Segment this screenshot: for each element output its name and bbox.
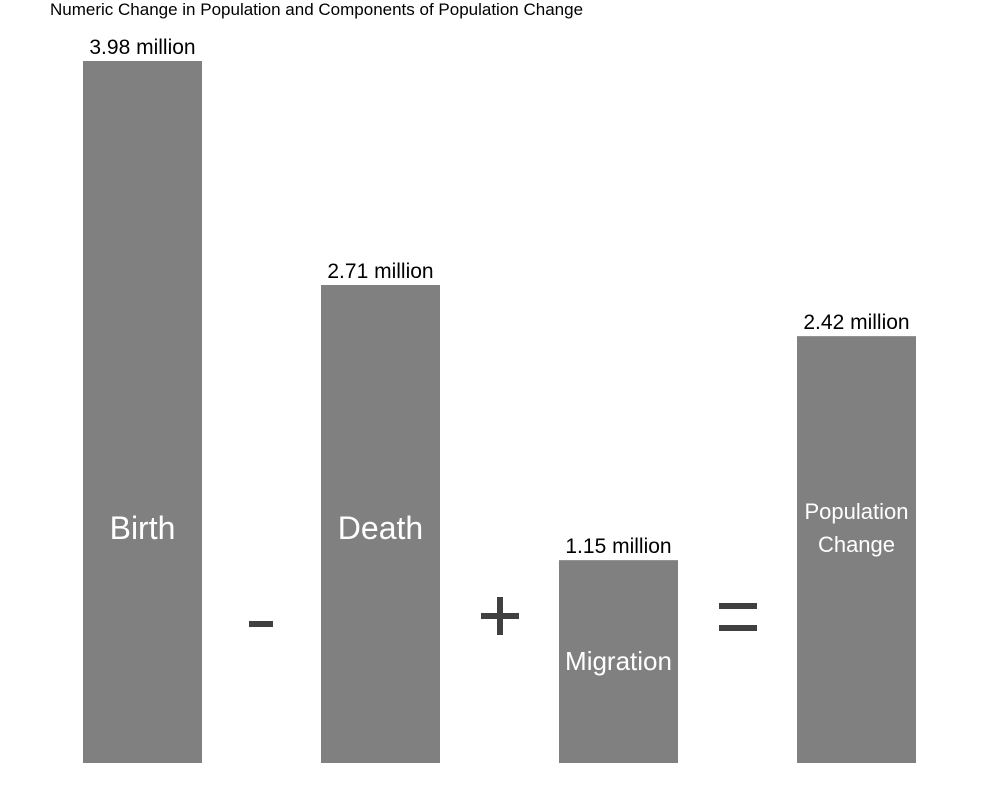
value-label-birth: 3.98 million [89,36,195,59]
operator-plus-vertical-stroke [497,597,503,635]
bar-birth [83,61,202,763]
operator-equals [719,603,757,631]
operator-equals-stroke-1 [719,603,757,609]
category-label-birth: Birth [110,510,176,546]
operator-minus [249,621,273,627]
bar-death [321,285,440,763]
bar-population-change [797,336,916,763]
value-label-migration: 1.15 million [565,535,671,558]
bar-migration [559,560,678,763]
category-label-death: Death [338,510,423,546]
chart-title: Numeric Change in Population and Compone… [50,0,584,19]
operator-equals-stroke-2 [719,625,757,631]
value-label-population-change: 2.42 million [803,311,909,334]
category-label-migration: Migration [565,646,672,676]
value-label-death: 2.71 million [327,260,433,283]
category-label-population-change-line-2: Change [818,532,895,557]
category-label-population-change-line-1: Population [805,499,909,524]
operator-plus [481,597,519,635]
